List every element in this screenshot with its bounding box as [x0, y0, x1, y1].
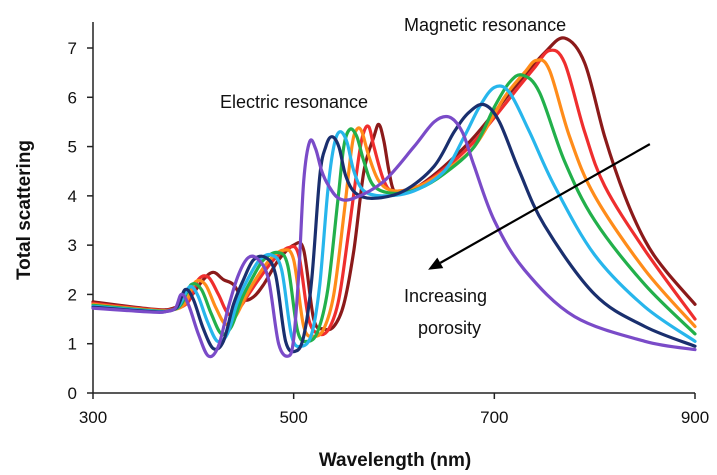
- x-tick-label: 500: [279, 408, 307, 427]
- axis-ticks: 300 500 700 900 0 1 2 3 4 5 6 7: [68, 39, 710, 427]
- series-line-2: [91, 48, 697, 337]
- y-tick-label: 6: [68, 88, 77, 107]
- y-tick-label: 3: [68, 236, 77, 255]
- y-tick-label: 5: [68, 138, 77, 157]
- series-line-6: [91, 102, 697, 354]
- annotation-magnetic-resonance: Magnetic resonance: [404, 15, 566, 35]
- y-tick-label: 7: [68, 39, 77, 58]
- porosity-arrow: [428, 143, 651, 270]
- y-axis-title: Total scattering: [14, 140, 35, 280]
- series-line-3: [91, 58, 697, 338]
- series-line-4: [91, 73, 697, 344]
- annotation-increasing: Increasing: [404, 286, 487, 306]
- arrow-shaft: [439, 143, 651, 264]
- y-tick-label: 2: [68, 285, 77, 304]
- y-tick-label: 0: [68, 384, 77, 403]
- x-tick-label: 700: [480, 408, 508, 427]
- series-line-7: [91, 114, 697, 359]
- arrow-head: [428, 257, 444, 270]
- x-tick-label: 900: [681, 408, 709, 427]
- series-line-5: [91, 84, 697, 349]
- y-tick-label: 4: [68, 187, 77, 206]
- series-line-1: [91, 36, 697, 332]
- series-layer: [91, 36, 697, 359]
- x-tick-label: 300: [79, 408, 107, 427]
- y-tick-label: 1: [68, 335, 77, 354]
- annotation-electric-resonance: Electric resonance: [220, 92, 368, 112]
- axes: [92, 22, 695, 394]
- x-axis-title: Wavelength (nm): [319, 450, 471, 471]
- annotation-porosity: porosity: [418, 318, 481, 338]
